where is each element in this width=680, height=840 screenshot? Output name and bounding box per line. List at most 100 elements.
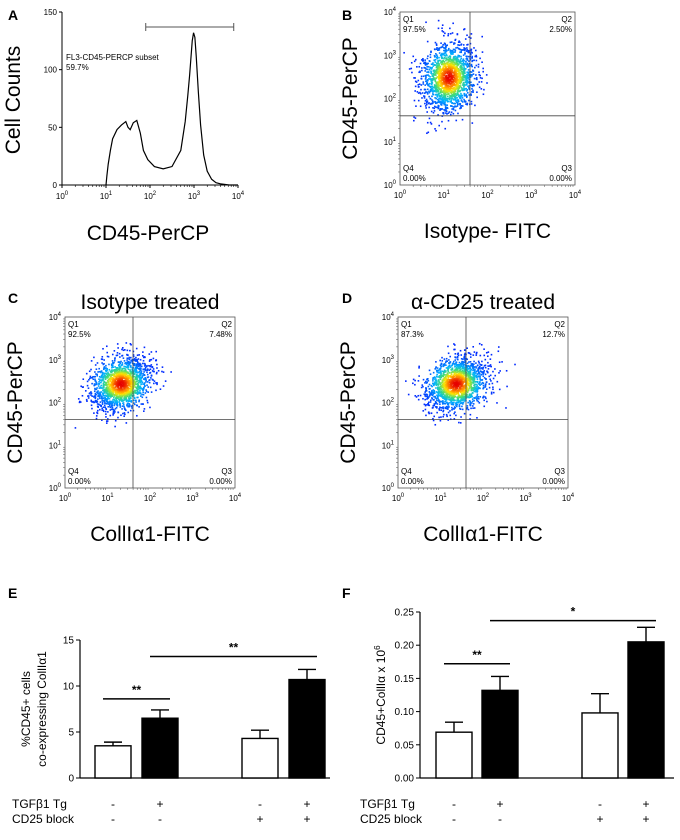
- cell-dot: [99, 394, 102, 396]
- cell-dot: [469, 381, 472, 384]
- cell-dot: [435, 91, 438, 93]
- cell-dot: [112, 384, 115, 386]
- cell-dot: [94, 380, 97, 382]
- cell-dot: [123, 388, 126, 391]
- cell-dot: [469, 37, 472, 39]
- cell-dot: [445, 407, 447, 410]
- cell-dot: [111, 402, 114, 405]
- cell-dot: [122, 349, 125, 352]
- cell-dot: [444, 55, 447, 57]
- x-tick-label: 102: [144, 191, 157, 201]
- cell-dot: [473, 77, 476, 80]
- cell-dot: [130, 393, 133, 396]
- cell-dot: [450, 65, 453, 67]
- cell-dot: [487, 365, 489, 367]
- cell-dot: [123, 380, 125, 383]
- cell-dot: [454, 395, 457, 398]
- cell-dot: [108, 363, 110, 366]
- cell-dot: [100, 370, 103, 372]
- cell-dot: [107, 376, 110, 378]
- cell-dot: [458, 374, 461, 377]
- cell-dot: [472, 354, 475, 356]
- cell-dot: [105, 370, 107, 373]
- cell-dot: [483, 377, 486, 379]
- cell-dot: [96, 412, 99, 415]
- cell-dot: [459, 71, 461, 74]
- cell-dot: [429, 76, 431, 78]
- cell-dot: [102, 385, 105, 387]
- cell-dot: [117, 395, 120, 398]
- cell-dot: [104, 378, 107, 381]
- cell-dot: [455, 77, 458, 80]
- cell-dot: [437, 383, 440, 386]
- cell-dot: [414, 383, 416, 386]
- panel-letter: D: [342, 290, 352, 306]
- cell-dot: [102, 392, 105, 395]
- cell-dot: [446, 113, 448, 115]
- cell-dot: [427, 131, 430, 134]
- cell-dot: [441, 90, 443, 92]
- cell-dot: [457, 358, 459, 361]
- cell-dot: [131, 368, 133, 371]
- cell-dot: [462, 81, 465, 84]
- cell-dot: [108, 404, 111, 406]
- cell-dot: [125, 369, 127, 372]
- cell-dot: [498, 361, 501, 364]
- cell-dot: [444, 127, 447, 130]
- cell-dot: [109, 406, 112, 409]
- cell-dot: [141, 381, 144, 384]
- cell-dot: [472, 91, 474, 93]
- cell-dot: [443, 74, 446, 77]
- cell-dot: [454, 369, 457, 371]
- cell-dot: [425, 388, 427, 391]
- cell-dot: [455, 58, 457, 60]
- cell-dot: [438, 62, 440, 65]
- cell-dot: [435, 102, 437, 105]
- cell-dot: [438, 47, 440, 50]
- cell-dot: [119, 395, 122, 397]
- cell-dot: [438, 64, 441, 66]
- cell-dot: [148, 369, 151, 372]
- cell-dot: [466, 391, 469, 393]
- cell-dot: [444, 388, 446, 391]
- cell-dot: [469, 76, 472, 78]
- cell-dot: [445, 58, 448, 60]
- cell-dot: [427, 385, 430, 388]
- cell-dot: [463, 372, 465, 374]
- cell-dot: [453, 64, 456, 66]
- cell-dot: [444, 76, 447, 79]
- cell-dot: [410, 67, 413, 70]
- cell-dot: [124, 413, 126, 416]
- cell-dot: [106, 373, 109, 375]
- cell-dot: [449, 398, 451, 401]
- cell-dot: [466, 77, 469, 79]
- cell-dot: [468, 396, 471, 399]
- gate-pct: 59.7%: [66, 63, 89, 72]
- cell-dot: [442, 400, 444, 402]
- cell-dot: [120, 378, 122, 381]
- cell-dot: [106, 401, 109, 404]
- cell-dot: [431, 74, 434, 77]
- cell-dot: [434, 106, 437, 108]
- cell-dot: [106, 391, 108, 394]
- cell-dot: [426, 66, 428, 68]
- cell-dot: [460, 357, 463, 360]
- cell-dot: [466, 71, 468, 74]
- cell-dot: [446, 85, 449, 88]
- cell-dot: [130, 371, 132, 374]
- cell-dot: [485, 388, 488, 390]
- cell-dot: [456, 368, 458, 371]
- cell-dot: [136, 390, 139, 393]
- cell-dot: [101, 376, 104, 379]
- cell-dot: [458, 361, 461, 364]
- cell-dot: [435, 391, 438, 393]
- cell-dot: [454, 366, 456, 368]
- cell-dot: [121, 392, 124, 394]
- cell-dot: [447, 390, 450, 392]
- cell-dot: [444, 361, 447, 364]
- cell-dot: [155, 389, 157, 392]
- cell-dot: [463, 395, 465, 398]
- cell-dot: [112, 386, 114, 388]
- cell-dot: [435, 397, 438, 400]
- cell-dot: [483, 399, 485, 402]
